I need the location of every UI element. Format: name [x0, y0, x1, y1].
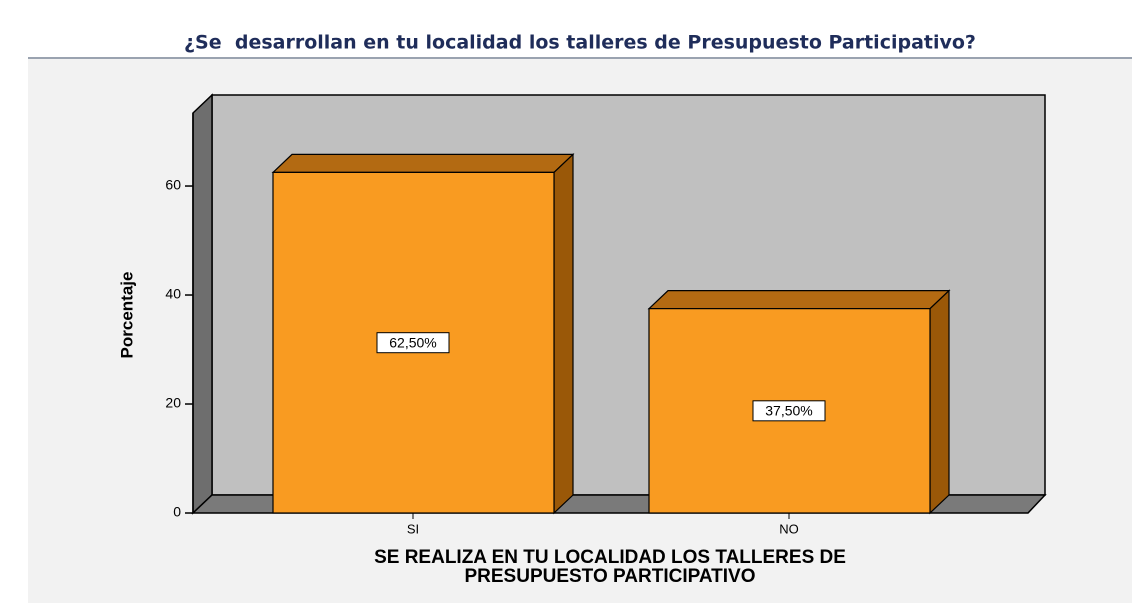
side-wall: [192, 93, 213, 515]
value-label-box: [376, 332, 450, 354]
y-tick-label: 40: [165, 286, 181, 302]
chart-title: ¿Se desarrollan en tu localidad los tall…: [184, 32, 976, 54]
x-tick-label: NO: [779, 521, 799, 536]
value-label: 62,50%: [389, 334, 436, 350]
value-label-box: [752, 400, 826, 422]
bar-side: [929, 289, 950, 515]
y-tick-label: 60: [165, 177, 181, 193]
value-label: 37,50%: [765, 403, 812, 419]
y-tick-label: 0: [173, 504, 181, 520]
bar-side: [553, 153, 574, 515]
bar-top: [271, 153, 575, 174]
bar-top: [647, 290, 951, 310]
y-tick-label: 20: [165, 395, 181, 411]
y-axis-label: Porcentaje: [117, 272, 136, 359]
x-tick-label: SI: [407, 521, 419, 536]
x-axis-label: SE REALIZA EN TU LOCALIDAD LOS TALLERES …: [374, 547, 846, 568]
x-axis-label: PRESUPUESTO PARTICIPATIVO: [464, 566, 755, 587]
